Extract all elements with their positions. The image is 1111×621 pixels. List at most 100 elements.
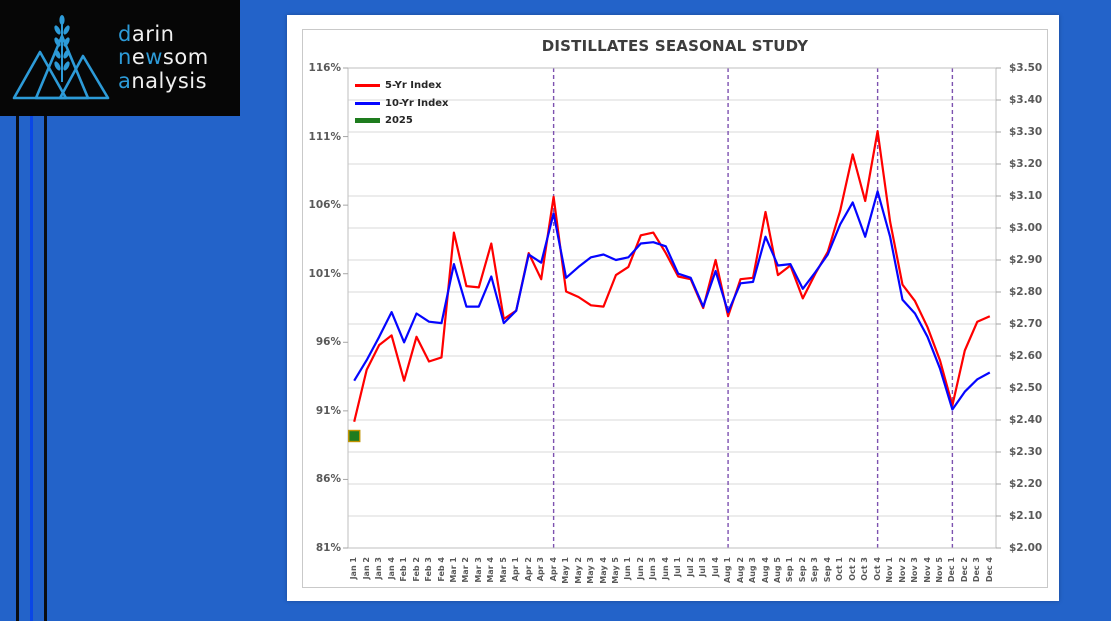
x-axis-label: Feb 1 — [399, 557, 409, 582]
x-axis-label: Jul 2 — [685, 557, 695, 577]
dna-logo: darin newsom analysis — [0, 0, 240, 116]
x-axis-label: Mar 3 — [473, 557, 483, 583]
x-axis-label: Nov 3 — [910, 557, 919, 583]
right-axis-label: $3.50 — [1009, 62, 1043, 74]
logo-letter: arin — [131, 22, 175, 47]
series-line-5-yr-index — [353, 129, 991, 423]
x-axis-label: Apr 1 — [511, 557, 521, 582]
series-line-10-yr-index — [353, 190, 991, 411]
x-axis-label: May 3 — [586, 557, 595, 584]
right-axis-label: $2.50 — [1009, 382, 1043, 394]
x-axis-label: Aug 5 — [772, 557, 782, 583]
x-axis-label: Jan 3 — [374, 557, 384, 580]
x-axis-label: Aug 3 — [748, 557, 757, 583]
vertical-stripe — [44, 116, 47, 621]
legend-label: 5-Yr Index — [385, 80, 442, 92]
chart-window: DISTILLATES SEASONAL STUDY 116% 111% 106% 1… — [287, 15, 1059, 601]
right-axis-label: $2.20 — [1009, 478, 1043, 490]
logo-letter: a — [118, 68, 132, 93]
x-axis-label: Mar 5 — [498, 557, 508, 583]
left-axis-label: 91% — [315, 404, 341, 417]
logo-letter: som — [162, 45, 209, 70]
mountain-wheat-icon — [12, 15, 110, 100]
left-axis-label: 116% — [308, 62, 341, 74]
left-axis-label: 101% — [308, 267, 341, 280]
legend-swatch — [355, 84, 380, 88]
x-axis-label: Dec 2 — [959, 557, 969, 583]
series-marker-2025 — [348, 429, 361, 443]
x-axis-label: May 2 — [573, 557, 583, 584]
x-axis-label: Mar 4 — [486, 557, 496, 583]
x-axis-label: Oct 1 — [835, 557, 845, 581]
x-axis-label: Aug 1 — [723, 557, 733, 583]
plot-area — [343, 67, 1001, 549]
x-axis-label: Jul 1 — [673, 557, 683, 577]
x-axis-label: Jan 2 — [361, 557, 371, 580]
right-axis-label: $2.00 — [1009, 542, 1043, 554]
logo-letter: nalysis — [131, 68, 208, 93]
x-axis-label: Sep 3 — [810, 557, 820, 583]
x-axis-label: Feb 4 — [436, 557, 446, 582]
legend-label: 10-Yr Index — [385, 97, 449, 109]
left-axis-label: 106% — [308, 199, 341, 212]
x-axis-label: May 5 — [610, 557, 620, 584]
x-axis-label: Nov 2 — [897, 557, 907, 583]
x-axis-label: Jun 4 — [660, 557, 670, 580]
legend-swatch — [355, 101, 380, 105]
x-axis-label: Oct 3 — [860, 557, 870, 581]
right-axis-label: $3.20 — [1009, 158, 1043, 170]
legend: 5-Yr Index 10-Yr Index 2025 — [355, 77, 448, 130]
x-axis-label: Mar 2 — [461, 557, 471, 583]
chart-frame: DISTILLATES SEASONAL STUDY 116% 111% 106% 1… — [302, 29, 1048, 588]
legend-label: 2025 — [385, 115, 413, 127]
right-axis-label: $2.40 — [1009, 414, 1043, 426]
logo-wordmark: darin newsom analysis — [118, 23, 209, 92]
plot-border — [347, 67, 997, 549]
legend-item: 5-Yr Index — [355, 77, 448, 95]
logo-letter: d — [118, 22, 132, 47]
x-axis-label: Dec 3 — [972, 557, 982, 583]
legend-item: 10-Yr Index — [355, 95, 448, 113]
logo-letter: w — [145, 45, 163, 70]
x-axis-label: Oct 4 — [872, 557, 882, 581]
x-axis-label: Nov 1 — [885, 557, 895, 583]
x-axis-label: Sep 4 — [822, 557, 832, 583]
x-axis-label: May 1 — [561, 557, 571, 584]
right-axis-label: $2.60 — [1009, 350, 1043, 362]
x-axis-label: Dec 1 — [947, 557, 957, 583]
left-axis-label: 86% — [315, 473, 341, 486]
logo-letter: n — [118, 45, 132, 70]
x-axis-label: Jul 4 — [710, 557, 720, 577]
right-axis-label: $2.30 — [1009, 446, 1043, 458]
x-axis-label: Jan 1 — [349, 557, 359, 580]
right-axis-label: $2.10 — [1009, 510, 1043, 522]
x-axis-label: Jan 4 — [386, 557, 396, 580]
left-axis-label: 111% — [308, 130, 341, 143]
right-axis-label: $3.40 — [1009, 94, 1043, 106]
x-axis-label: Mar 1 — [448, 557, 458, 583]
x-axis-label: Jul 3 — [698, 557, 708, 577]
x-axis-label: Feb 3 — [424, 557, 433, 582]
x-axis-label: Apr 4 — [548, 557, 558, 582]
vertical-stripe — [16, 116, 19, 621]
x-axis-label: Jun 1 — [623, 557, 633, 580]
x-axis-label: Apr 2 — [523, 557, 533, 582]
right-axis-label: $3.00 — [1009, 222, 1043, 234]
x-axis-label: Sep 1 — [785, 557, 795, 583]
x-axis-label: Feb 2 — [411, 557, 421, 582]
right-axis-label: $3.10 — [1009, 190, 1043, 202]
x-axis-label: Aug 2 — [735, 557, 745, 583]
x-axis-label: Dec 4 — [984, 557, 994, 583]
x-axis-label: Apr 3 — [536, 557, 546, 582]
right-axis-label: $3.30 — [1009, 126, 1043, 138]
x-axis-label: Nov 5 — [934, 557, 944, 583]
left-axis-label: 81% — [315, 542, 341, 554]
x-axis-label: Aug 4 — [760, 557, 770, 583]
legend-item: 2025 — [355, 112, 448, 130]
x-axis-label: May 4 — [598, 557, 608, 584]
chart-title: DISTILLATES SEASONAL STUDY — [541, 37, 809, 55]
x-axis-label: Sep 2 — [797, 557, 807, 583]
x-axis-label: Jun 3 — [648, 557, 658, 580]
right-axis-label: $2.80 — [1009, 286, 1043, 298]
